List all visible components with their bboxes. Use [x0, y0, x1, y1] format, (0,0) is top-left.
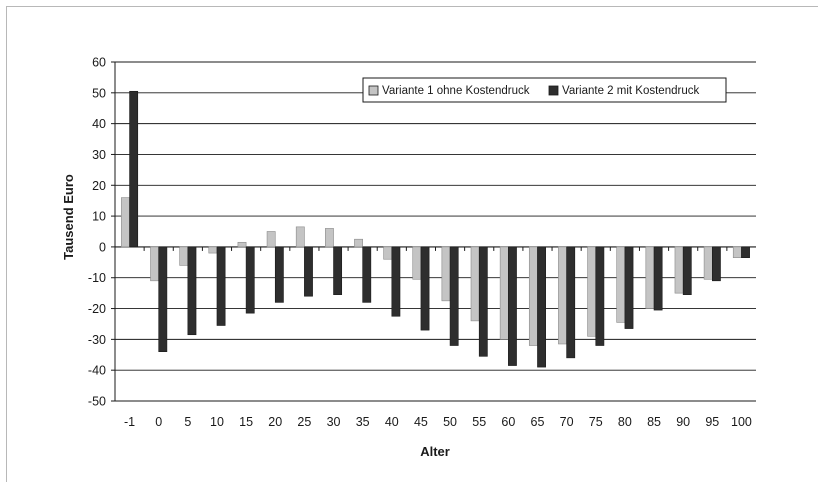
x-tick-label: 40 — [385, 415, 399, 429]
y-tick-label: -20 — [88, 302, 106, 316]
legend-box — [362, 77, 727, 103]
y-tick-label: 10 — [92, 210, 106, 224]
bars — [121, 90, 750, 368]
bar-series-1-65 — [528, 246, 538, 346]
bar-series-1-25 — [295, 226, 305, 248]
x-tick-label: 45 — [414, 415, 428, 429]
x-tick-label: -1 — [124, 415, 135, 429]
y-tick-label: 0 — [99, 240, 106, 254]
bar-series-1--1 — [121, 197, 130, 248]
bar-series-2-80 — [624, 246, 634, 329]
legend: Variante 1 ohne Kostendruck Variante 2 m… — [362, 77, 727, 103]
bar-series-2-35 — [362, 246, 372, 303]
x-tick-labels: -1 0 5 10 15 20 25 30 35 40 45 50 55 60 65 70 75 80 85 90 95… — [124, 415, 752, 429]
bar-series-2-70 — [566, 246, 576, 359]
x-tick-label: 0 — [155, 415, 162, 429]
bar-series-1-90 — [674, 246, 684, 294]
bar-series-1-0 — [150, 246, 160, 282]
x-tick-label: 85 — [647, 415, 661, 429]
x-tick-label: 10 — [210, 415, 224, 429]
bar-series-2-25 — [304, 246, 313, 297]
bar-series-2-60 — [508, 246, 517, 366]
x-tick-label: 90 — [676, 415, 690, 429]
bar-series-2-20 — [274, 246, 284, 303]
bar-series-1-50 — [441, 246, 451, 302]
y-tick-label: 30 — [92, 148, 106, 162]
bar-series-2-15 — [245, 246, 255, 314]
bar-series-2-5 — [187, 246, 197, 336]
bar-series-1-20 — [266, 231, 276, 248]
x-tick-label: 15 — [239, 415, 253, 429]
bar-series-1-85 — [645, 246, 655, 309]
x-tick-label: 25 — [297, 415, 311, 429]
bar-series-2-75 — [595, 246, 605, 346]
x-tick-label: 50 — [443, 415, 457, 429]
bar-series-2-10 — [216, 246, 226, 326]
x-tick-label: 70 — [560, 415, 574, 429]
bar-series-2-50 — [449, 246, 459, 346]
x-tick-label: 60 — [501, 415, 515, 429]
y-tick-label: 40 — [92, 117, 106, 131]
x-tick-label: 65 — [531, 415, 545, 429]
chart-frame — [6, 6, 818, 482]
x-tick-label: 5 — [184, 415, 191, 429]
bar-series-1-100 — [732, 246, 742, 258]
bar-series-1-40 — [383, 246, 393, 260]
x-tick-label: 75 — [589, 415, 603, 429]
bar-series-1-45 — [412, 246, 422, 280]
bar-series-1-15 — [237, 241, 247, 248]
x-tick-label: 35 — [356, 415, 370, 429]
y-tick-label: -30 — [88, 333, 106, 347]
bar-series-1-75 — [587, 246, 597, 337]
bar-series-1-5 — [179, 246, 189, 266]
bar-series-2-45 — [420, 246, 430, 331]
x-tick-label: 20 — [268, 415, 282, 429]
axes — [114, 62, 728, 401]
bar-series-1-60 — [499, 246, 509, 340]
bar-series-2-85 — [653, 246, 663, 311]
y-tick-label: -40 — [88, 364, 106, 378]
x-tick-label: 100 — [731, 415, 752, 429]
bar-series-1-30 — [325, 228, 334, 248]
bar-series-2-90 — [682, 246, 692, 295]
bar-series-2-40 — [391, 246, 401, 317]
gridlines — [111, 61, 756, 402]
legend-label-variante-2: Variante 2 mit Kostendruck — [562, 85, 699, 97]
bar-series-1-10 — [208, 246, 218, 254]
bar-series-2-0 — [158, 246, 168, 352]
x-tick-label: 55 — [472, 415, 486, 429]
bar-series-2-100 — [741, 246, 750, 258]
y-tick-label: 60 — [92, 56, 106, 70]
x-axis-title: Alter — [420, 444, 450, 459]
bar-series-2-55 — [478, 246, 488, 357]
y-tick-labels: 60 50 40 30 20 10 0 -10 -20 -30 -40 -50 — [88, 56, 106, 409]
bar-series-2-95 — [711, 246, 721, 282]
legend-swatch-variante-2 — [548, 85, 559, 96]
y-tick-label: 50 — [92, 86, 106, 100]
y-tick-label: -10 — [88, 271, 106, 285]
legend-label-variante-1: Variante 1 ohne Kostendruck — [382, 85, 530, 97]
legend-swatch-variante-1 — [368, 85, 379, 96]
bar-series-2-65 — [537, 246, 546, 368]
x-tick-label: 30 — [327, 415, 341, 429]
bar-series-1-95 — [703, 246, 713, 280]
bar-series-2-30 — [333, 246, 343, 295]
bar-series-1-70 — [558, 246, 567, 345]
y-axis-title: Tausend Euro — [61, 174, 76, 260]
bar-series-2--1 — [129, 90, 139, 248]
bar-series-1-55 — [470, 246, 480, 322]
x-tick-label: 80 — [618, 415, 632, 429]
y-tick-label: 20 — [92, 179, 106, 193]
x-tick-label: 95 — [705, 415, 719, 429]
bar-series-1-80 — [616, 246, 626, 323]
y-tick-label: -50 — [88, 395, 106, 409]
bar-series-1-35 — [354, 238, 363, 248]
